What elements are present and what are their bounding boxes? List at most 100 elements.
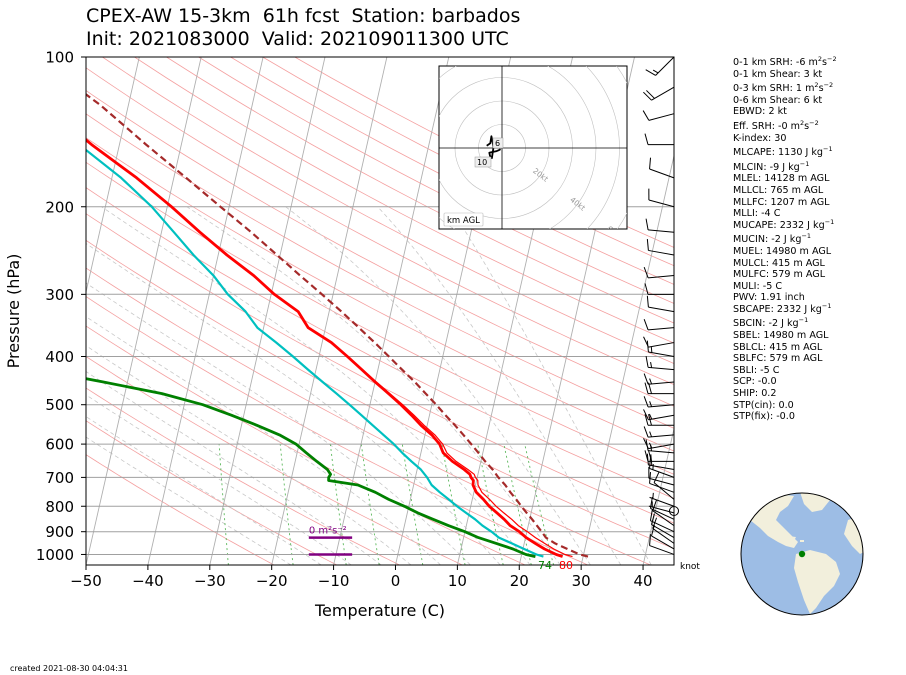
index-unit: s bbox=[804, 120, 810, 132]
index-unit-exponent: −2 bbox=[827, 54, 837, 63]
index-text: SBCAPE: 2332 J kg bbox=[733, 303, 822, 315]
y-axis-label: Pressure (hPa) bbox=[4, 254, 23, 369]
wind-barb bbox=[645, 56, 675, 76]
dry-adiabat-line bbox=[86, 113, 674, 429]
wind-barb bbox=[643, 373, 675, 385]
index-text: SBLFC: 579 m AGL bbox=[733, 353, 823, 365]
wind-barb bbox=[650, 524, 675, 550]
mixing-ratio-line bbox=[218, 444, 229, 565]
y-tick-label: 400 bbox=[45, 348, 74, 366]
wind-barb bbox=[649, 157, 675, 179]
wind-barb bbox=[649, 492, 675, 507]
wind-barb bbox=[650, 513, 675, 539]
dry-adiabat-line bbox=[86, 90, 674, 407]
dry-adiabat-line bbox=[86, 187, 674, 499]
index-unit-exponent: 2 bbox=[817, 54, 823, 63]
moist-adiabat-line bbox=[86, 316, 441, 565]
isotherm-line bbox=[86, 57, 202, 565]
calm-wind-circle bbox=[669, 506, 679, 516]
srh-bars: 0 m²s⁻² bbox=[308, 526, 353, 556]
hodograph-height-label: 6 bbox=[495, 139, 500, 148]
plot-frame bbox=[85, 56, 675, 566]
wind-barb bbox=[646, 239, 675, 256]
index-item: SBLCL: 415 m AGL bbox=[733, 342, 903, 354]
x-tick-label: 40 bbox=[634, 572, 653, 590]
wind-barb bbox=[646, 453, 675, 471]
hodograph-axis-label-box bbox=[443, 212, 484, 227]
index-text: MULI: -5 C bbox=[733, 280, 783, 292]
y-tick-label: 100 bbox=[45, 49, 74, 67]
mixing-ratio-line bbox=[401, 444, 424, 565]
created-timestamp: created 2021-08-30 04:04:31 bbox=[10, 664, 128, 673]
index-text: STP(cin): 0.0 bbox=[733, 399, 794, 411]
index-item: SBEL: 14980 m AGL bbox=[733, 330, 903, 342]
index-text: SCP: -0.0 bbox=[733, 376, 777, 388]
dry-adiabat-line bbox=[230, 57, 674, 285]
index-text: EBWD: 2 kt bbox=[733, 106, 787, 118]
index-item: MULFC: 579 m AGL bbox=[733, 269, 903, 281]
caribbean-islands-land bbox=[788, 536, 804, 542]
location-globe bbox=[740, 492, 864, 616]
index-text: 0-6 km Shear: 6 kt bbox=[733, 94, 823, 106]
dry-adiabat-line bbox=[86, 161, 674, 475]
wind-barb bbox=[649, 534, 675, 555]
hodograph-ring-label: 60kt bbox=[605, 224, 624, 241]
x-tick-label: −50 bbox=[70, 572, 102, 590]
wind-barb bbox=[644, 283, 674, 295]
index-text: SBLI: -5 C bbox=[733, 364, 780, 376]
wind-barb bbox=[645, 218, 675, 233]
srh-label: 0 m²s⁻² bbox=[309, 526, 347, 537]
dry-adiabat-line bbox=[86, 356, 463, 565]
index-item: K-index: 30 bbox=[733, 133, 903, 145]
index-item: MLLI: -4 C bbox=[733, 208, 903, 220]
index-text: MUCAPE: 2332 J kg bbox=[733, 219, 825, 231]
dry-adiabat-line bbox=[102, 57, 674, 364]
index-text: Eff. SRH: -0 m bbox=[733, 120, 800, 132]
isotherm-line bbox=[86, 57, 140, 295]
index-unit: s bbox=[822, 57, 828, 68]
hodograph-height-box bbox=[492, 137, 504, 149]
index-item: 0-6 km Shear: 6 kt bbox=[733, 95, 903, 107]
index-item: PWV: 1.91 inch bbox=[733, 292, 903, 304]
index-text: MLLI: -4 C bbox=[733, 208, 781, 220]
moist-adiabat-line bbox=[86, 345, 412, 565]
index-item: MUCAPE: 2332 J kg−1 bbox=[733, 218, 903, 232]
index-text: SBEL: 14980 m AGL bbox=[733, 330, 829, 342]
greenland-land bbox=[800, 493, 830, 512]
dry-adiabat-line bbox=[86, 296, 588, 565]
dry-adiabat-line bbox=[86, 325, 526, 565]
wind-barb bbox=[649, 457, 675, 478]
index-text: SBLCL: 415 m AGL bbox=[733, 341, 823, 353]
index-text: 0-3 km SRH: 1 m bbox=[733, 83, 815, 95]
y-tick-label: 900 bbox=[45, 523, 74, 541]
index-text: SHIP: 0.2 bbox=[733, 388, 777, 400]
x-tick-label: −20 bbox=[256, 572, 288, 590]
wind-barb bbox=[643, 396, 675, 408]
dry-adiabat-line bbox=[86, 67, 674, 386]
index-item: 0-1 km Shear: 3 kt bbox=[733, 69, 903, 81]
index-text: MLCIN: -9 J kg bbox=[733, 161, 800, 173]
dry-adiabat-line bbox=[86, 420, 337, 565]
index-unit-exponent: −2 bbox=[823, 81, 834, 89]
wind-barb bbox=[649, 497, 675, 520]
x-tick-label: 30 bbox=[572, 572, 591, 590]
index-item: MLCIN: -9 J kg−1 bbox=[733, 160, 903, 174]
hodograph-height-label: 10 bbox=[477, 158, 487, 167]
y-tick-label: 800 bbox=[45, 498, 74, 516]
wind-barb bbox=[648, 466, 675, 486]
dry-adiabat-line bbox=[86, 137, 674, 452]
isotherm-line bbox=[147, 57, 264, 565]
index-item: SCP: -0.0 bbox=[733, 376, 903, 388]
index-text: SBCIN: -2 J kg bbox=[733, 318, 799, 330]
x-tick-label: −30 bbox=[194, 572, 226, 590]
index-item: SBLI: -5 C bbox=[733, 365, 903, 377]
surface-temperature-label: 80 bbox=[559, 559, 573, 572]
index-item: MULI: -5 C bbox=[733, 281, 903, 293]
index-text: STP(fix): -0.0 bbox=[733, 411, 795, 423]
index-text: K-index: 30 bbox=[733, 132, 787, 144]
mixing-ratio-line bbox=[279, 444, 294, 565]
index-unit-exponent: 2 bbox=[814, 81, 819, 89]
dry-adiabat-line bbox=[166, 57, 674, 324]
wind-units-label: knot bbox=[680, 562, 700, 572]
